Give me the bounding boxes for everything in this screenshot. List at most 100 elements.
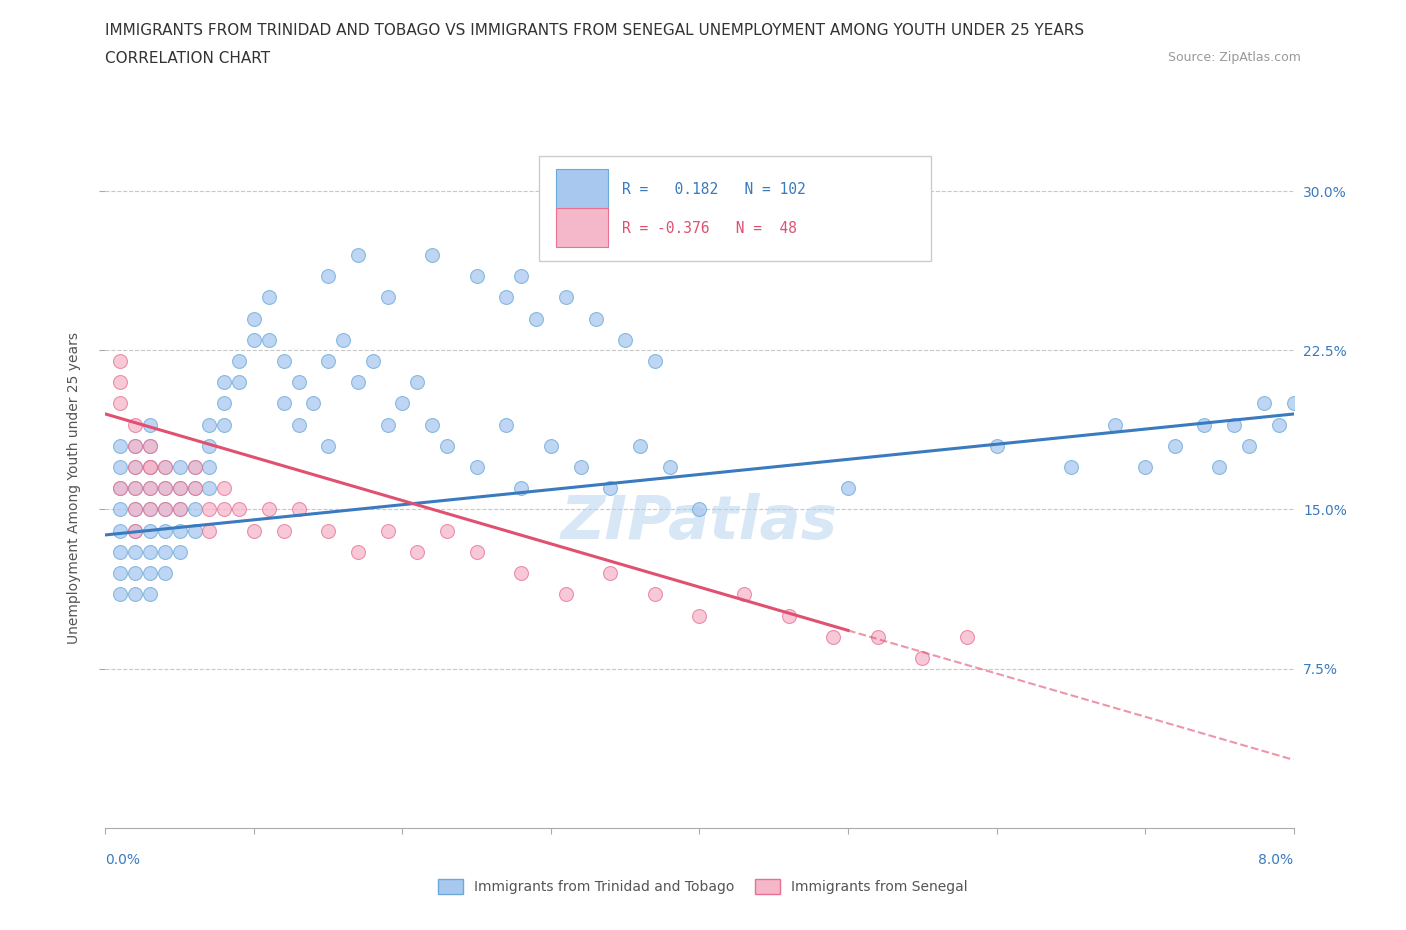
Point (139, 459, 162, 474)
Point (139, 502, 162, 517)
Point (214, 418, 236, 432)
Point (228, 353, 250, 368)
Point (257, 332, 280, 347)
Point (273, 524, 295, 538)
Point (1194, 418, 1216, 432)
Point (377, 290, 399, 305)
Point (733, 587, 755, 602)
Point (391, 396, 413, 411)
Point (347, 375, 370, 390)
Point (1060, 459, 1083, 474)
Point (124, 418, 146, 432)
Point (347, 544, 370, 559)
Point (273, 396, 295, 411)
Point (139, 524, 162, 538)
Text: IMMIGRANTS FROM TRINIDAD AND TOBAGO VS IMMIGRANTS FROM SENEGAL UNEMPLOYMENT AMON: IMMIGRANTS FROM TRINIDAD AND TOBAGO VS I… (105, 23, 1084, 38)
Point (124, 524, 146, 538)
Point (228, 502, 250, 517)
Point (599, 565, 621, 580)
Point (257, 290, 280, 305)
Point (658, 459, 681, 474)
Point (214, 396, 236, 411)
Point (628, 438, 651, 453)
Point (110, 481, 132, 496)
Point (347, 247, 370, 262)
Point (689, 608, 711, 623)
Point (124, 481, 146, 496)
Point (302, 396, 325, 411)
Point (866, 630, 889, 644)
Point (153, 524, 176, 538)
Point (1253, 396, 1275, 411)
Point (153, 459, 176, 474)
Point (139, 481, 162, 496)
Point (139, 438, 162, 453)
Point (420, 418, 443, 432)
Point (124, 438, 146, 453)
Point (183, 524, 205, 538)
Text: R =   0.182   N = 102: R = 0.182 N = 102 (623, 182, 806, 197)
Point (1164, 438, 1187, 453)
Point (110, 481, 132, 496)
Point (198, 502, 221, 517)
Point (169, 544, 191, 559)
Point (465, 544, 488, 559)
Point (214, 481, 236, 496)
Point (139, 438, 162, 453)
Point (139, 481, 162, 496)
Point (243, 312, 266, 326)
Point (420, 247, 443, 262)
Point (287, 418, 309, 432)
Point (110, 438, 132, 453)
Point (110, 353, 132, 368)
Point (139, 544, 162, 559)
Point (644, 587, 666, 602)
Point (644, 353, 666, 368)
Point (257, 502, 280, 517)
Point (837, 481, 859, 496)
Point (569, 459, 592, 474)
Point (183, 502, 205, 517)
Point (243, 332, 266, 347)
Point (124, 481, 146, 496)
Text: R = -0.376   N =  48: R = -0.376 N = 48 (623, 220, 797, 235)
Point (198, 524, 221, 538)
Point (169, 459, 191, 474)
Point (124, 502, 146, 517)
Point (316, 524, 339, 538)
Point (183, 481, 205, 496)
Point (214, 375, 236, 390)
Point (124, 459, 146, 474)
Point (823, 630, 845, 644)
Point (316, 353, 339, 368)
Point (124, 438, 146, 453)
Point (198, 459, 221, 474)
Point (110, 587, 132, 602)
Point (124, 524, 146, 538)
Point (1133, 459, 1156, 474)
Point (465, 459, 488, 474)
Point (1267, 418, 1289, 432)
Point (436, 524, 458, 538)
Point (198, 418, 221, 432)
Point (153, 481, 176, 496)
Point (169, 481, 191, 496)
Point (169, 502, 191, 517)
Point (139, 459, 162, 474)
Point (554, 290, 576, 305)
Point (183, 481, 205, 496)
FancyBboxPatch shape (555, 208, 607, 247)
Point (332, 332, 354, 347)
Text: 8.0%: 8.0% (1258, 853, 1294, 868)
Point (110, 502, 132, 517)
Point (689, 502, 711, 517)
Point (316, 269, 339, 284)
Point (110, 524, 132, 538)
Point (554, 587, 576, 602)
Point (986, 438, 1008, 453)
Point (153, 459, 176, 474)
Point (510, 565, 533, 580)
Point (169, 481, 191, 496)
Point (169, 502, 191, 517)
Point (214, 502, 236, 517)
